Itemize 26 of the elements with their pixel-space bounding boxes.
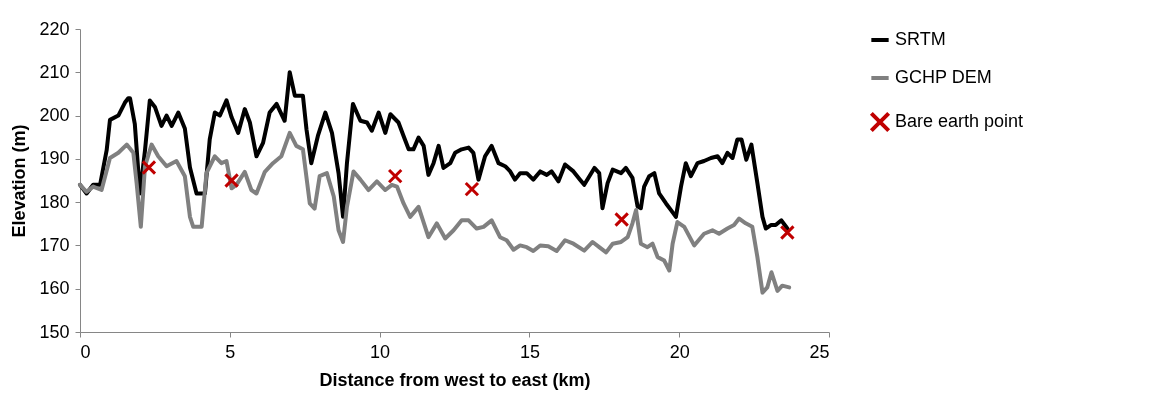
point — [387, 168, 403, 184]
line-series — [78, 70, 790, 231]
x-tick-label: 0 — [80, 341, 91, 362]
x-axis-title: Distance from west to east (km) — [319, 369, 591, 390]
y-tick-label: 180 — [39, 191, 70, 212]
point — [141, 159, 157, 176]
legend-label: GCHP DEM — [895, 67, 992, 87]
point — [779, 224, 795, 241]
y-tick-label: 170 — [39, 234, 70, 255]
point — [614, 211, 630, 228]
legend-label: SRTM — [895, 29, 946, 49]
y-tick-label: 150 — [39, 321, 70, 342]
y-tick-label: 190 — [39, 148, 70, 169]
point — [223, 172, 240, 189]
y-axis-title: Elevation (m) — [9, 124, 30, 238]
x-tick-label: 20 — [669, 341, 690, 362]
y-tick-label: 160 — [39, 278, 70, 299]
y-tick-label: 200 — [39, 105, 70, 126]
legend-label: Bare earth point — [895, 111, 1024, 131]
y-tick-label: 220 — [39, 18, 70, 39]
point — [464, 181, 480, 197]
y-tick-label: 210 — [39, 61, 70, 82]
x-tick-label: 10 — [370, 341, 391, 362]
x-tick-label: 25 — [809, 341, 830, 362]
x-tick-label: 15 — [519, 341, 540, 362]
x-tick-label: 5 — [225, 341, 236, 362]
